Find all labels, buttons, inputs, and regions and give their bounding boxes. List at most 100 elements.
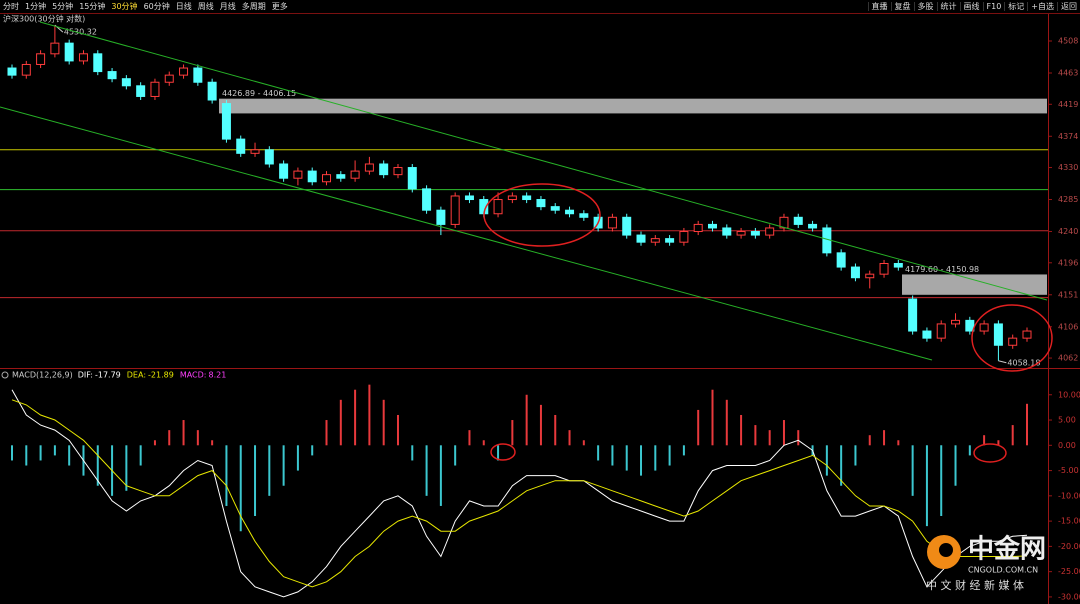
candle-body: [78, 53, 88, 62]
candle-body: [322, 174, 332, 183]
tab[interactable]: 多周期: [241, 2, 266, 11]
panel-icon: [1, 371, 9, 379]
tab[interactable]: 分时: [3, 2, 19, 11]
candle-body: [450, 195, 460, 225]
tab[interactable]: 1分钟: [25, 2, 47, 11]
candle-body: [550, 206, 560, 211]
dif-line: [11, 389, 1028, 598]
candle-body: [536, 199, 546, 208]
panel-title: MACD(12,26,9): [12, 371, 73, 380]
tab[interactable]: 15分钟: [79, 2, 106, 11]
tab[interactable]: 统计: [936, 2, 960, 11]
logo-slogan: 中 文 财 经 新 媒 体: [926, 578, 1024, 592]
y-tick-label: 4419: [1058, 100, 1078, 109]
candle-body: [336, 174, 346, 179]
candle-body: [965, 319, 975, 332]
candle-body: [7, 67, 17, 76]
candle-body: [793, 216, 803, 225]
candle-body: [507, 195, 517, 201]
tab[interactable]: F10: [982, 2, 1005, 11]
candle-body: [707, 223, 717, 229]
low-annotation: 4058.18: [1007, 358, 1040, 367]
candle-body: [665, 238, 675, 243]
candle-body: [850, 266, 860, 279]
dea-line: [11, 399, 1028, 588]
y-tick-label: -10.00: [1058, 491, 1080, 500]
tab[interactable]: 30分钟: [111, 2, 138, 11]
candle-body: [393, 167, 403, 176]
tab[interactable]: 复盘: [890, 2, 914, 11]
candle-body: [293, 170, 303, 179]
highlight-circle: [490, 443, 516, 461]
tab[interactable]: 月线: [219, 2, 236, 11]
highlight-circle: [483, 183, 601, 247]
tab[interactable]: 60分钟: [143, 2, 170, 11]
y-tick-label: -25.00: [1058, 567, 1080, 576]
candle-body: [679, 231, 689, 243]
candle-body: [607, 216, 617, 229]
candle-body: [107, 71, 117, 80]
candle-body: [207, 81, 217, 101]
candle-body: [136, 85, 146, 97]
legend-value: -21.89: [148, 371, 174, 380]
candle-body: [1022, 330, 1032, 339]
tab[interactable]: 周线: [197, 2, 214, 11]
price-zone: [219, 98, 1047, 114]
high-annotation: 4530.32: [64, 28, 97, 37]
candle-body: [422, 188, 432, 211]
candle-body: [993, 323, 1003, 346]
tab[interactable]: 返回: [1057, 2, 1080, 11]
candle-body: [979, 323, 989, 332]
logo-icon: [939, 543, 953, 557]
tool-tabs: 直播 复盘 多股 统计 画线 F10 标记 +自选 返回: [867, 0, 1080, 13]
candle-body: [865, 273, 875, 279]
candle-body: [64, 42, 74, 62]
candle-body: [350, 170, 360, 179]
legend-value: -17.79: [95, 371, 121, 380]
candle-body: [779, 216, 789, 229]
trend-line: [39, 21, 1048, 301]
tab[interactable]: 多股: [913, 2, 937, 11]
legend-name: DIF:: [78, 371, 93, 380]
y-tick-label: 5.00: [1058, 416, 1076, 425]
tab[interactable]: 5分钟: [52, 2, 74, 11]
legend-name: MACD:: [180, 371, 207, 380]
candle-body: [565, 209, 575, 215]
y-tick-label: 4151: [1058, 290, 1078, 299]
y-tick-label: 4062: [1058, 354, 1078, 363]
tab[interactable]: 更多: [271, 2, 288, 11]
candle-body: [179, 67, 189, 76]
candle-body: [407, 167, 417, 190]
candle-body: [164, 74, 174, 83]
candle-body: [264, 149, 274, 165]
candle-body: [493, 199, 503, 215]
candle-body: [522, 195, 532, 201]
candle-body: [279, 163, 289, 179]
y-tick-label: -15.00: [1058, 517, 1080, 526]
candle-body: [379, 163, 389, 176]
period-tabs: 分时 1分钟 5分钟 15分钟 30分钟 60分钟 日线 周线 月线 多周期 更多: [0, 0, 291, 13]
tab[interactable]: 日线: [175, 2, 192, 11]
tab[interactable]: 标记: [1004, 2, 1028, 11]
logo-name: 中金网: [968, 534, 1046, 565]
y-tick-label: 4463: [1058, 69, 1078, 78]
y-tick-label: 4508: [1058, 37, 1078, 46]
y-tick-label: 4285: [1058, 195, 1078, 204]
y-tick-label: 4330: [1058, 163, 1078, 172]
price-zone: [902, 274, 1047, 295]
y-tick-label: 4374: [1058, 132, 1078, 141]
candle-body: [765, 227, 775, 236]
candle-body: [193, 67, 203, 83]
tab[interactable]: 直播: [867, 2, 891, 11]
highlight-circle: [973, 443, 1007, 463]
tab[interactable]: +自选: [1027, 2, 1057, 11]
candle-body: [908, 298, 918, 332]
y-tick-label: 4196: [1058, 258, 1078, 267]
tab[interactable]: 画线: [959, 2, 983, 11]
candle-body: [951, 319, 961, 325]
candle-body: [236, 138, 246, 154]
candle-body: [579, 213, 589, 218]
y-tick-label: -20.00: [1058, 542, 1080, 551]
candle-body: [693, 223, 703, 233]
watermark: 中金网 CNGOLD.COM.CN 中 文 财 经 新 媒 体: [926, 534, 1046, 593]
